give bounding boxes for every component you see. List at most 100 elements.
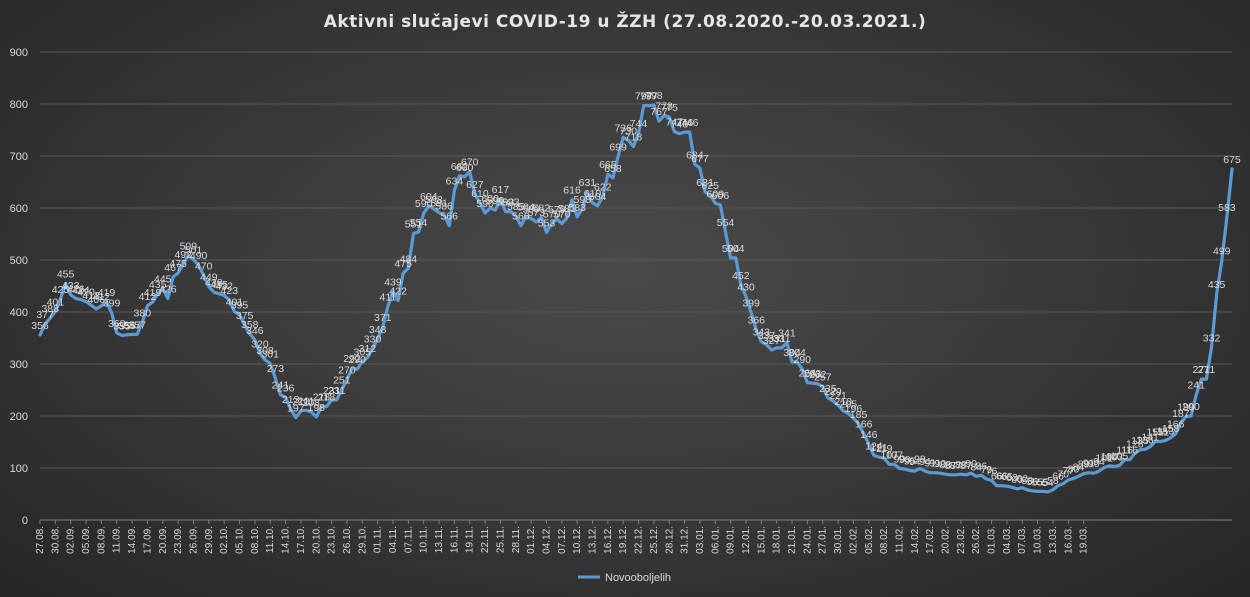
- data-label: 116: [1121, 445, 1138, 457]
- data-point: [479, 202, 481, 204]
- data-label: 377: [36, 309, 54, 321]
- data-label: 99: [914, 454, 926, 466]
- data-label: 84: [1073, 461, 1085, 473]
- data-label: 419: [98, 287, 116, 299]
- data-point: [126, 334, 128, 336]
- x-tick-label: 08.10.: [250, 526, 261, 554]
- data-point: [924, 470, 926, 472]
- data-label: 304: [783, 347, 801, 359]
- data-point: [908, 469, 911, 472]
- data-point: [960, 473, 962, 476]
- data-point: [146, 304, 149, 307]
- data-label: 55: [1037, 476, 1049, 488]
- x-tick-label: 03.01.: [695, 526, 706, 554]
- data-label: 627: [466, 179, 484, 191]
- data-label: 90: [935, 458, 947, 470]
- data-point: [69, 294, 72, 296]
- data-label: 263: [804, 368, 822, 380]
- data-label: 66: [991, 471, 1003, 483]
- data-label: 452: [732, 270, 750, 282]
- data-label: 509: [180, 240, 198, 252]
- data-label: 270: [338, 365, 356, 377]
- data-point: [954, 473, 957, 476]
- data-point: [1067, 479, 1070, 481]
- data-label: 583: [1218, 202, 1236, 214]
- x-tick-label: 29.10.: [357, 526, 368, 554]
- data-label: 631: [579, 177, 597, 189]
- data-label: 470: [195, 261, 213, 273]
- data-point: [535, 221, 538, 223]
- data-point: [151, 301, 154, 303]
- x-tick-label: 26.02.: [971, 526, 982, 554]
- x-tick-label: 08.02.: [879, 526, 890, 554]
- x-tick-label: 10.03.: [1033, 526, 1044, 554]
- data-label: 136: [1136, 434, 1154, 446]
- x-tick-label: 28.11.: [511, 526, 522, 553]
- data-label: 87: [950, 460, 962, 472]
- data-point: [121, 334, 123, 337]
- y-tick-label: 500: [10, 255, 28, 267]
- y-tick-label: 800: [10, 99, 28, 111]
- data-point: [990, 479, 993, 482]
- x-tick-label: 30.01.: [833, 526, 844, 554]
- data-label: 665: [599, 159, 617, 171]
- data-point: [248, 333, 251, 335]
- data-point: [934, 471, 937, 474]
- legend[interactable]: Novooboljelih: [578, 572, 671, 584]
- data-point: [719, 204, 722, 206]
- data-label: 604: [589, 191, 607, 203]
- data-label: 570: [543, 209, 561, 221]
- data-label: 736: [614, 122, 632, 134]
- data-label: 54: [1042, 477, 1054, 489]
- data-point: [269, 362, 272, 365]
- data-label: 58: [1047, 475, 1059, 487]
- data-label: 327: [763, 335, 781, 347]
- data-label: 420: [77, 287, 95, 299]
- x-tick-label: 05.09.: [81, 526, 92, 554]
- data-point: [970, 472, 972, 475]
- data-label: 60: [1011, 474, 1023, 486]
- data-point: [678, 132, 681, 135]
- data-label: 200: [1182, 401, 1200, 413]
- data-label: 271: [1198, 364, 1216, 376]
- data-label: 95: [904, 456, 916, 468]
- data-point: [474, 193, 476, 195]
- data-point: [243, 324, 246, 326]
- data-point: [995, 484, 998, 487]
- data-label: 151: [1146, 426, 1164, 438]
- data-label: 590: [415, 198, 433, 210]
- data-point: [555, 218, 558, 220]
- data-label: 490: [190, 250, 208, 262]
- data-label: 586: [435, 200, 453, 212]
- data-point: [750, 311, 752, 314]
- data-point: [1031, 490, 1034, 492]
- data-label: 593: [502, 197, 520, 209]
- data-point: [576, 216, 578, 218]
- data-point: [39, 334, 41, 336]
- data-label: 264: [799, 368, 817, 380]
- data-point: [1231, 168, 1233, 170]
- data-label: 94: [919, 456, 931, 468]
- data-label: 551: [405, 218, 423, 230]
- data-point: [381, 326, 384, 328]
- data-label: 135: [1131, 435, 1149, 447]
- x-tick-label: 27.08.: [35, 526, 46, 554]
- data-label: 662: [451, 161, 469, 173]
- data-label: 210: [292, 396, 310, 408]
- data-label: 775: [660, 102, 678, 114]
- data-point: [980, 474, 983, 477]
- x-tick-label: 05.10.: [235, 526, 246, 554]
- data-label: 273: [267, 363, 285, 375]
- x-tick-label: 23.10.: [327, 526, 338, 554]
- data-point: [75, 297, 77, 300]
- data-label: 124: [865, 441, 883, 453]
- data-point: [504, 210, 507, 213]
- data-label: 66: [996, 471, 1008, 483]
- data-label: 158: [1162, 423, 1180, 435]
- data-point: [1154, 440, 1157, 443]
- data-point: [1144, 448, 1146, 451]
- data-point: [1215, 293, 1218, 295]
- data-point: [965, 473, 967, 476]
- data-label: 301: [261, 348, 279, 360]
- data-label: 598: [574, 194, 592, 206]
